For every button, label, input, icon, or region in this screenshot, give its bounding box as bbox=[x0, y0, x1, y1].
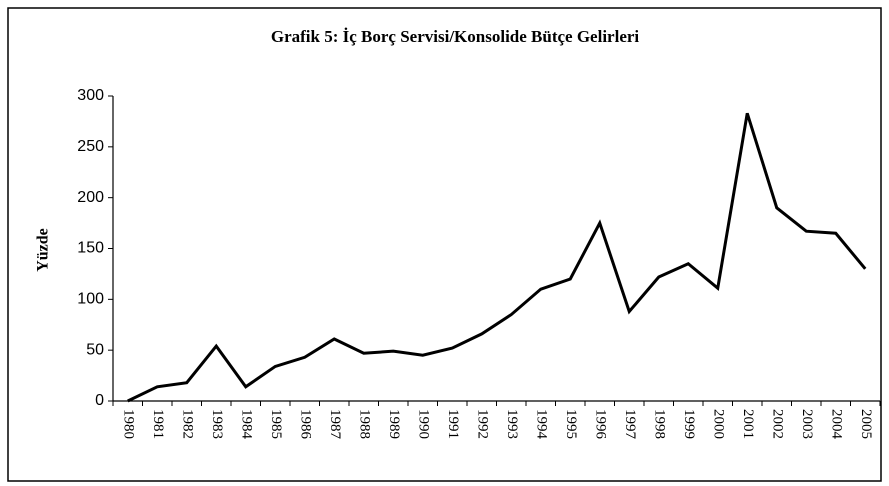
x-tick-label: 1980 bbox=[120, 409, 136, 439]
y-axis-label: Yüzde bbox=[35, 228, 52, 272]
y-tick-label: 200 bbox=[77, 189, 104, 206]
y-tick-label: 50 bbox=[86, 341, 104, 358]
y-tick-label: 100 bbox=[77, 291, 104, 308]
x-tick-label: 1983 bbox=[209, 409, 225, 439]
line bbox=[127, 112, 867, 403]
x-tick-label: 1990 bbox=[415, 409, 431, 439]
x-tick-label: 1986 bbox=[297, 409, 313, 440]
y-tick-label: 150 bbox=[77, 240, 104, 257]
x-tick-label: 1996 bbox=[592, 409, 608, 440]
chart-title: Grafik 5: İç Borç Servisi/Konsolide Bütç… bbox=[271, 27, 640, 46]
x-tick-label: 2002 bbox=[769, 409, 785, 439]
x-tick-label: 1994 bbox=[533, 409, 549, 440]
x-tick-label: 1985 bbox=[268, 409, 284, 439]
y-tick-label: 0 bbox=[95, 392, 104, 409]
chart-border bbox=[7, 7, 882, 482]
x-tick-label: 2000 bbox=[710, 409, 726, 439]
x-tick-label: 1987 bbox=[327, 409, 343, 440]
x-tick-label: 1995 bbox=[563, 409, 579, 439]
x-tick-label: 1988 bbox=[356, 409, 372, 439]
x-tick-label: 1991 bbox=[445, 409, 461, 439]
x-tick-label: 1982 bbox=[179, 409, 195, 439]
x-tick-label: 1989 bbox=[386, 409, 402, 439]
x-tick-label: 2005 bbox=[858, 409, 874, 439]
y-tick-label: 250 bbox=[77, 138, 104, 155]
x-tick-label: 1981 bbox=[150, 409, 166, 439]
x-tick-label: 1993 bbox=[504, 409, 520, 439]
x-tick-label: 1992 bbox=[474, 409, 490, 439]
x-tick-label: 1998 bbox=[651, 409, 667, 439]
x-tick-label: 2004 bbox=[828, 409, 844, 440]
x-tick-label: 2001 bbox=[740, 409, 756, 439]
x-tick-label: 1984 bbox=[238, 409, 254, 440]
x-tick-label: 1997 bbox=[622, 409, 638, 440]
y-tick-label: 300 bbox=[77, 87, 104, 104]
x-tick-label: 1999 bbox=[681, 409, 697, 439]
x-tick-label: 2003 bbox=[799, 409, 815, 439]
